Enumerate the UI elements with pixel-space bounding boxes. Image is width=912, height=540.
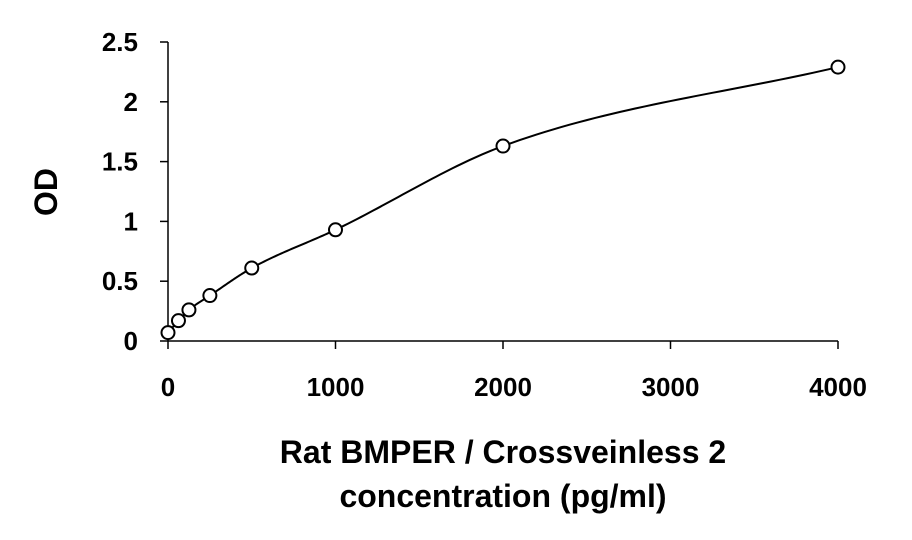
fit-curve bbox=[167, 66, 839, 334]
data-point bbox=[202, 288, 218, 304]
data-point bbox=[244, 260, 260, 276]
x-tick-label: 0 bbox=[161, 372, 175, 402]
y-tick-label: 1 bbox=[124, 206, 138, 236]
x-axis-title-line-2: concentration (pg/ml) bbox=[339, 478, 666, 514]
data-point bbox=[830, 59, 846, 75]
data-point bbox=[495, 138, 511, 154]
y-tick-label: 2.5 bbox=[102, 27, 138, 57]
y-ticks: 0 0.5 1 1.5 2 2.5 bbox=[102, 27, 168, 356]
y-tick-label: 0.5 bbox=[102, 266, 138, 296]
y-tick-label: 0 bbox=[124, 326, 138, 356]
x-tick-label: 2000 bbox=[474, 372, 532, 402]
x-tick-label: 3000 bbox=[642, 372, 700, 402]
data-point bbox=[328, 222, 343, 238]
x-ticks: 0 1000 2000 3000 4000 bbox=[161, 341, 867, 402]
data-point bbox=[170, 313, 186, 329]
x-tick-label: 4000 bbox=[809, 372, 867, 402]
y-axis-title: OD bbox=[28, 168, 64, 216]
y-tick-label: 1.5 bbox=[102, 147, 138, 177]
data-point bbox=[160, 325, 176, 341]
y-tick-label: 2 bbox=[124, 87, 138, 117]
data-points bbox=[160, 59, 846, 341]
x-axis-title-line-1: Rat BMPER / Crossveinless 2 bbox=[280, 434, 726, 470]
axes bbox=[167, 42, 838, 342]
x-tick-label: 1000 bbox=[307, 372, 365, 402]
data-point bbox=[181, 302, 197, 318]
